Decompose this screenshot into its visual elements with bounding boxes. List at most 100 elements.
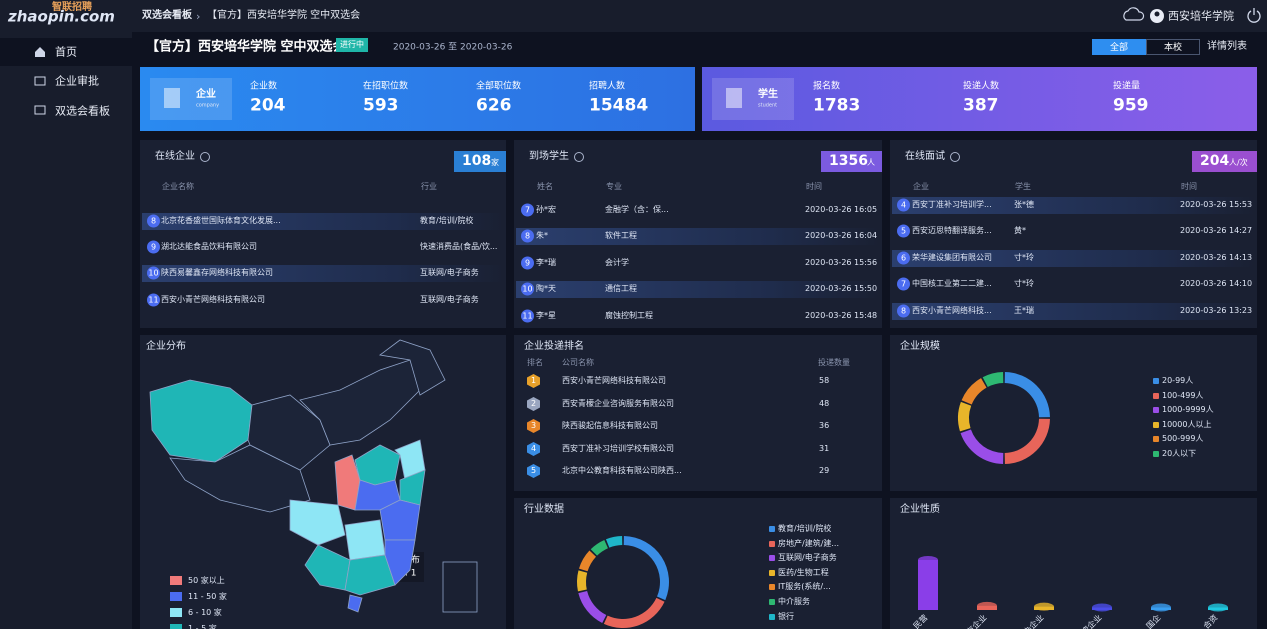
- home-icon: [35, 47, 45, 57]
- legend-swatch: [769, 555, 775, 562]
- panel: [890, 498, 1257, 629]
- rank-badge: 3: [527, 419, 540, 433]
- top-bar: [0, 0, 1267, 32]
- column-header: 排名: [527, 358, 543, 367]
- stat-value: 959: [1113, 95, 1149, 116]
- stat-label: 企业数: [250, 81, 278, 92]
- cell: 互联网/电子商务: [420, 268, 479, 277]
- donut-segment: [961, 378, 987, 405]
- province: [354, 444, 401, 486]
- row-highlight: [892, 250, 1255, 267]
- cell: 金融学（含：保...: [605, 205, 669, 214]
- row-number: 11: [147, 293, 160, 307]
- x-tick-label: 国企: [1144, 612, 1162, 629]
- cell: 2020-03-26 14:13: [1180, 253, 1253, 262]
- cell: 北京花香盛世国际体育文化发展...: [161, 216, 281, 225]
- nav-item[interactable]: 企业审批: [55, 74, 99, 88]
- card-icon: [164, 88, 180, 108]
- cell: 湖北达能食品饮料有限公司: [161, 242, 257, 251]
- column-header: 学生: [1015, 182, 1031, 191]
- stat-value: 387: [963, 95, 999, 116]
- donut-segment: [578, 590, 607, 624]
- province: [384, 539, 416, 586]
- x-tick-label: 合资: [1201, 612, 1219, 629]
- stat-value: 204: [250, 95, 286, 116]
- donut-segment: [982, 372, 1004, 387]
- legend-swatch: [1153, 451, 1159, 457]
- legend-label: 10000人以上: [1162, 419, 1212, 429]
- nav-item[interactable]: 双选会看板: [55, 104, 110, 118]
- legend-label: 6 - 10 家: [188, 608, 222, 617]
- count-unit: 家: [491, 158, 499, 167]
- panel-title: 到场学生: [529, 151, 569, 162]
- column-header: 姓名: [537, 182, 553, 191]
- row-highlight: [142, 265, 504, 282]
- donut-segment: [603, 597, 665, 629]
- bar-cap: [918, 556, 938, 564]
- stat-label: 投递人数: [963, 81, 1000, 92]
- row-number: 7: [521, 203, 534, 217]
- approve-icon: [34, 76, 46, 86]
- cell: 教育/培训/院校: [420, 216, 474, 225]
- cloud-icon[interactable]: [1123, 7, 1145, 21]
- donut-segment: [1004, 372, 1050, 418]
- card-label: 学生: [758, 89, 778, 100]
- cell: 互联网/电子商务: [420, 295, 479, 304]
- tab[interactable]: 本校: [1146, 39, 1200, 55]
- column-header: 时间: [806, 182, 822, 191]
- donut-segment: [960, 429, 1004, 464]
- card-icon-box: [712, 78, 794, 120]
- card-sub: student: [758, 102, 778, 109]
- tab[interactable]: 全部: [1092, 39, 1146, 55]
- row-highlight: [892, 303, 1255, 320]
- legend-label: 20-99人: [1162, 376, 1194, 385]
- row-highlight: [516, 228, 880, 245]
- count-badge: [821, 151, 882, 172]
- legend-label: 20人以下: [1162, 449, 1197, 458]
- bar: [918, 560, 938, 610]
- cell: 荣华建设集团有限公司: [912, 253, 992, 262]
- user-name[interactable]: 西安培华学院: [1168, 9, 1234, 23]
- legend-swatch: [769, 540, 775, 547]
- bar-cap: [1151, 603, 1171, 612]
- stat-label: 报名数: [813, 81, 841, 92]
- x-tick-label: 国有企业: [959, 612, 989, 629]
- x-tick-label: 三资企业: [1074, 612, 1104, 629]
- breadcrumb: 双选会看板: [142, 10, 192, 21]
- legend-swatch: [170, 608, 182, 617]
- count-badge: [454, 151, 506, 172]
- province: [379, 339, 446, 396]
- column-header: 企业: [913, 182, 929, 191]
- column-header: 时间: [1181, 182, 1197, 191]
- panel: [514, 498, 882, 629]
- cell: 张*德: [1014, 200, 1034, 209]
- legend-swatch: [170, 624, 182, 629]
- power-icon[interactable]: [1247, 8, 1261, 23]
- row-number: 5: [897, 224, 910, 238]
- legend-label: 房地产/建筑/建...: [778, 538, 840, 548]
- panel: [140, 140, 506, 328]
- detail-link[interactable]: 详情列表: [1207, 41, 1247, 52]
- rank-badge: 4: [527, 442, 540, 456]
- cell: 快速消费品(食品/饮...: [420, 242, 498, 251]
- province: [149, 379, 253, 463]
- row-highlight: [892, 197, 1255, 214]
- row-highlight: [142, 213, 504, 230]
- cell: 2020-03-26 16:04: [805, 231, 878, 240]
- donut-segment: [605, 536, 623, 548]
- column-header: 公司名称: [562, 358, 594, 367]
- nav-item[interactable]: 首页: [55, 45, 77, 59]
- province: [344, 554, 396, 596]
- cell: 西安小青芒网络科技...: [912, 306, 992, 315]
- cell: 36: [819, 421, 830, 430]
- sidebar-active: [0, 38, 132, 66]
- cell: 会计学: [605, 258, 629, 267]
- rank-badge: 5: [527, 464, 540, 478]
- x-tick-label: 民办企业: [1016, 612, 1046, 629]
- province: [169, 444, 311, 513]
- donut-segment: [578, 550, 597, 572]
- cell: 48: [819, 399, 830, 408]
- row-number: 6: [897, 251, 910, 265]
- bar-cap: [1208, 603, 1228, 612]
